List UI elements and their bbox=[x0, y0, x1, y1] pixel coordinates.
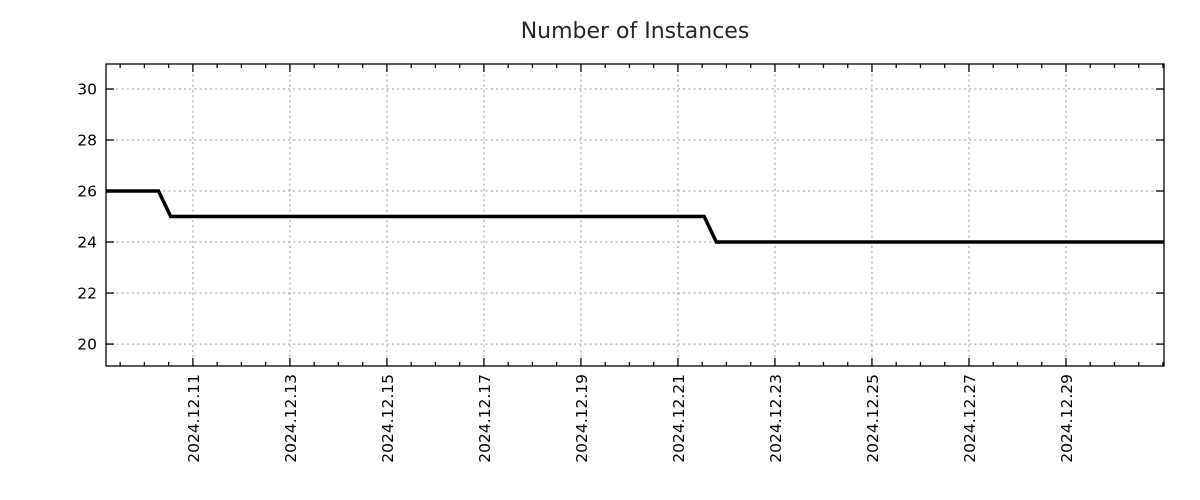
x-tick-label: 2024.12.17 bbox=[476, 374, 494, 463]
axis-layer bbox=[105, 63, 1165, 367]
plot-border bbox=[105, 63, 1165, 367]
y-tick-label: 24 bbox=[77, 234, 97, 252]
y-tick-label: 20 bbox=[77, 336, 97, 354]
x-tick-label: 2024.12.23 bbox=[767, 374, 785, 463]
x-tick-label: 2024.12.15 bbox=[379, 374, 397, 463]
x-tick-label: 2024.12.13 bbox=[282, 374, 300, 463]
x-tick-label: 2024.12.27 bbox=[961, 374, 979, 463]
y-tick-label: 22 bbox=[77, 285, 97, 303]
y-tick-label: 26 bbox=[77, 183, 97, 201]
series-layer bbox=[106, 189, 1164, 244]
chart-title: Number of Instances bbox=[521, 19, 750, 44]
x-tick-label: 2024.12.25 bbox=[864, 374, 882, 463]
y-tick-label: 28 bbox=[77, 132, 97, 150]
data-line-instances bbox=[106, 189, 1164, 244]
x-tick-label: 2024.12.11 bbox=[185, 374, 203, 463]
y-tick-label: 30 bbox=[77, 80, 97, 98]
x-tick-label: 2024.12.29 bbox=[1058, 374, 1076, 463]
tick-label-layer: 20 22 24 26 28 30 2024.12.11 2024.12.13 2024.12.… bbox=[77, 80, 1076, 462]
x-tick-label: 2024.12.19 bbox=[573, 374, 591, 463]
x-tick-label: 2024.12.21 bbox=[670, 374, 688, 463]
